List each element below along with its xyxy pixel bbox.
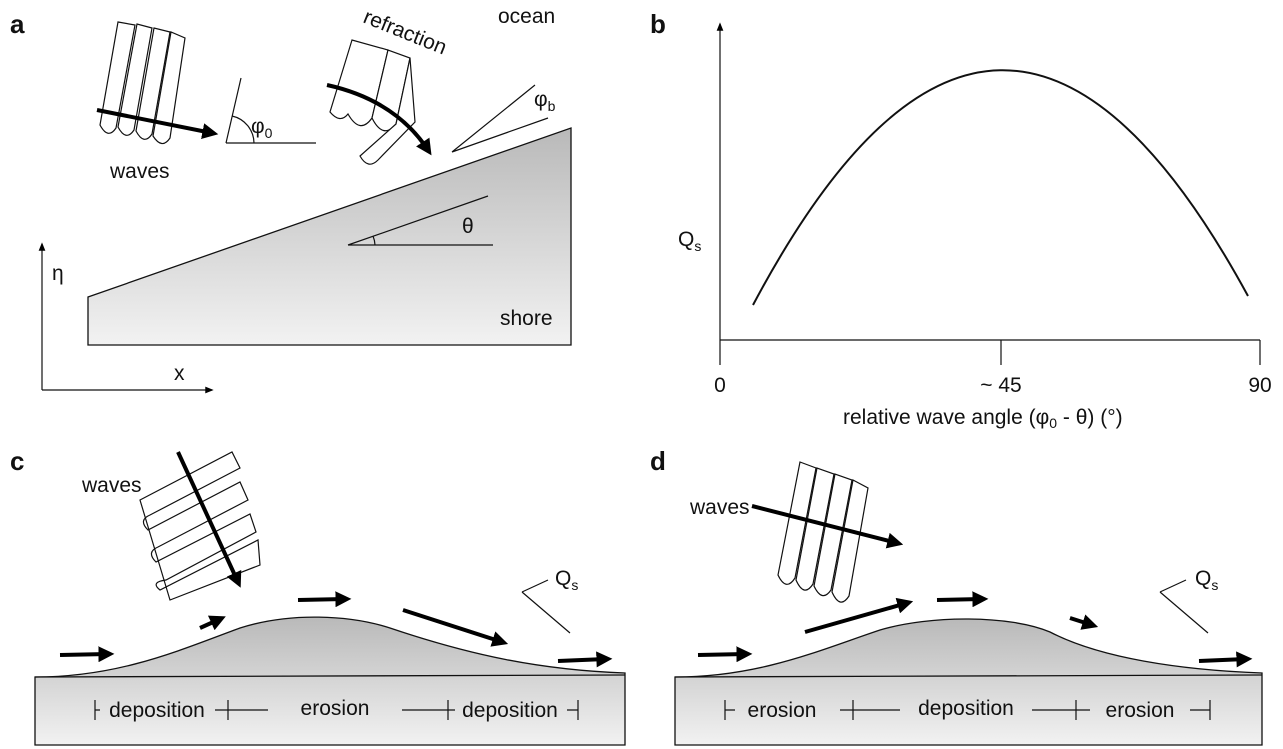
wave-crests [140, 452, 260, 600]
tick-label: 90 [1248, 374, 1271, 397]
flux-arrow [1199, 659, 1246, 661]
panel-label: c [10, 446, 24, 476]
zone-label: deposition [462, 699, 558, 722]
coastline [675, 619, 1262, 745]
zone-label: erosion [301, 697, 370, 720]
x-axis [720, 340, 1260, 365]
flux-curve [753, 70, 1248, 305]
x-label: x [174, 362, 185, 385]
waves-label: waves [109, 160, 170, 183]
flux-arrow [698, 654, 746, 655]
ocean-label: ocean [498, 5, 555, 28]
flux-arrow [937, 599, 982, 600]
panel-label: a [10, 9, 25, 39]
x-axis-label: relative wave angle (φ0 - θ) (°) [843, 406, 1123, 431]
waves-label: waves [689, 496, 750, 519]
panel-d: d waves Qs erosion deposition erosion [650, 446, 1262, 745]
zone-label: deposition [109, 699, 205, 722]
zone-label: erosion [748, 699, 817, 722]
qs-label: Qs [555, 567, 578, 593]
flux-arrow [298, 599, 345, 600]
flux-arrow [60, 654, 108, 655]
flux-arrow [200, 619, 220, 628]
panel-label: b [650, 9, 666, 39]
eta-label: η [52, 262, 64, 285]
qs-label: Qs [678, 228, 701, 254]
flux-arrow [1070, 618, 1092, 625]
theta-label: θ [462, 215, 474, 238]
waves-label: waves [81, 474, 142, 497]
coastline [35, 617, 625, 745]
qs-label: Qs [1195, 567, 1218, 593]
panel-a: a η x shore θ φ0 φb waves refraction oce… [10, 5, 571, 390]
panel-c: c waves Qs deposition erosion deposition [10, 446, 625, 745]
zone-label: deposition [918, 697, 1014, 720]
zone-label: erosion [1106, 699, 1175, 722]
tick-label: 0 [714, 374, 726, 397]
phib-label: φb [534, 88, 556, 114]
panel-b: b 0 ~ 45 90 relative wave angle (φ0 - θ)… [650, 9, 1272, 431]
shore-label: shore [500, 307, 553, 330]
panel-label: d [650, 446, 666, 476]
phi0-label: φ0 [251, 115, 273, 141]
figure: a η x shore θ φ0 φb waves refraction oce… [0, 0, 1283, 749]
tick-label: ~ 45 [980, 374, 1021, 397]
flux-arrow [558, 659, 606, 661]
